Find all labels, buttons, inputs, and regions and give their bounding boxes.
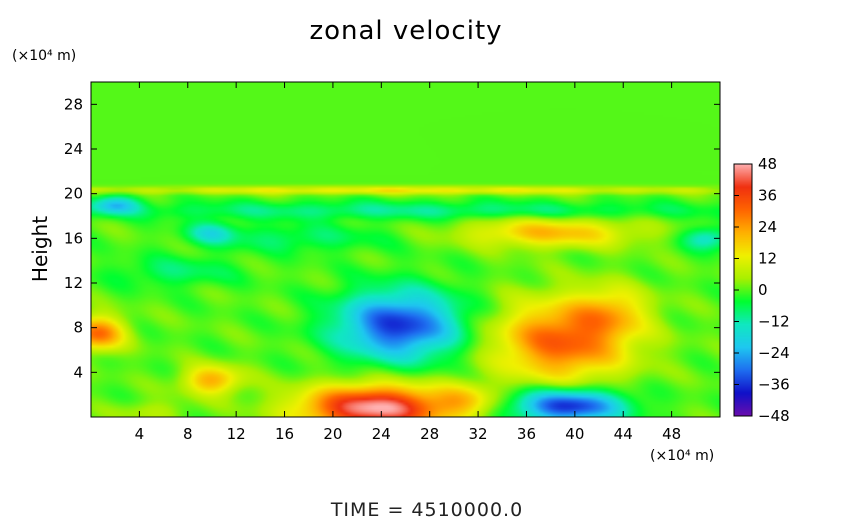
colorbar-tick-label: 36 [758, 187, 777, 205]
y-tick-label: 16 [64, 229, 83, 247]
x-tick-label: 12 [227, 425, 246, 443]
colorbar-tick-label: −12 [758, 313, 790, 331]
colorbar-tick-label: −24 [758, 344, 790, 362]
colorbar-tick-label: −36 [758, 376, 790, 394]
x-tick-label: 36 [517, 425, 536, 443]
y-tick-label: 12 [64, 274, 83, 292]
colorbar-tick-label: 24 [758, 218, 777, 236]
x-tick-label: 8 [183, 425, 193, 443]
y-axis-label: Height [28, 216, 52, 282]
x-tick-label: 24 [372, 425, 391, 443]
x-tick-label: 44 [614, 425, 633, 443]
x-tick-label: 28 [420, 425, 439, 443]
colorbar-ticks: 48 36 24 12 0 −12 −24 −36 −48 [734, 155, 790, 425]
x-tick-label: 4 [135, 425, 145, 443]
y-tick-label: 24 [64, 140, 83, 158]
time-label: TIME = 4510000.0 [330, 499, 523, 519]
heatmap-field [91, 82, 720, 417]
y-axis: 4 8 12 16 20 24 28 [64, 95, 720, 381]
colorbar-tick-label: 0 [758, 281, 768, 299]
x-tick-label: 48 [662, 425, 681, 443]
y-tick-label: 4 [73, 363, 83, 381]
x-tick-label: 32 [469, 425, 488, 443]
plot-frame [90, 81, 721, 418]
y-tick-label: 28 [64, 95, 83, 113]
y-tick-label: 20 [64, 185, 83, 203]
x-tick-label: 20 [323, 425, 342, 443]
colorbar-tick-label: −48 [758, 407, 790, 425]
x-unit-label: (×10⁴ m) [650, 448, 714, 464]
x-tick-label: 16 [275, 425, 294, 443]
y-tick-label: 8 [73, 319, 83, 337]
colorbar-tick-label: 48 [758, 155, 777, 173]
chart-title: zonal velocity [309, 16, 502, 46]
y-unit-label: (×10⁴ m) [12, 48, 76, 64]
x-axis: 4 8 12 16 20 24 28 32 36 40 44 48 [135, 82, 681, 443]
colorbar: 48 36 24 12 0 −12 −24 −36 −48 [733, 155, 790, 425]
x-tick-label: 40 [565, 425, 584, 443]
heatmap-plot [90, 81, 721, 418]
colorbar-tick-label: 12 [758, 250, 777, 268]
